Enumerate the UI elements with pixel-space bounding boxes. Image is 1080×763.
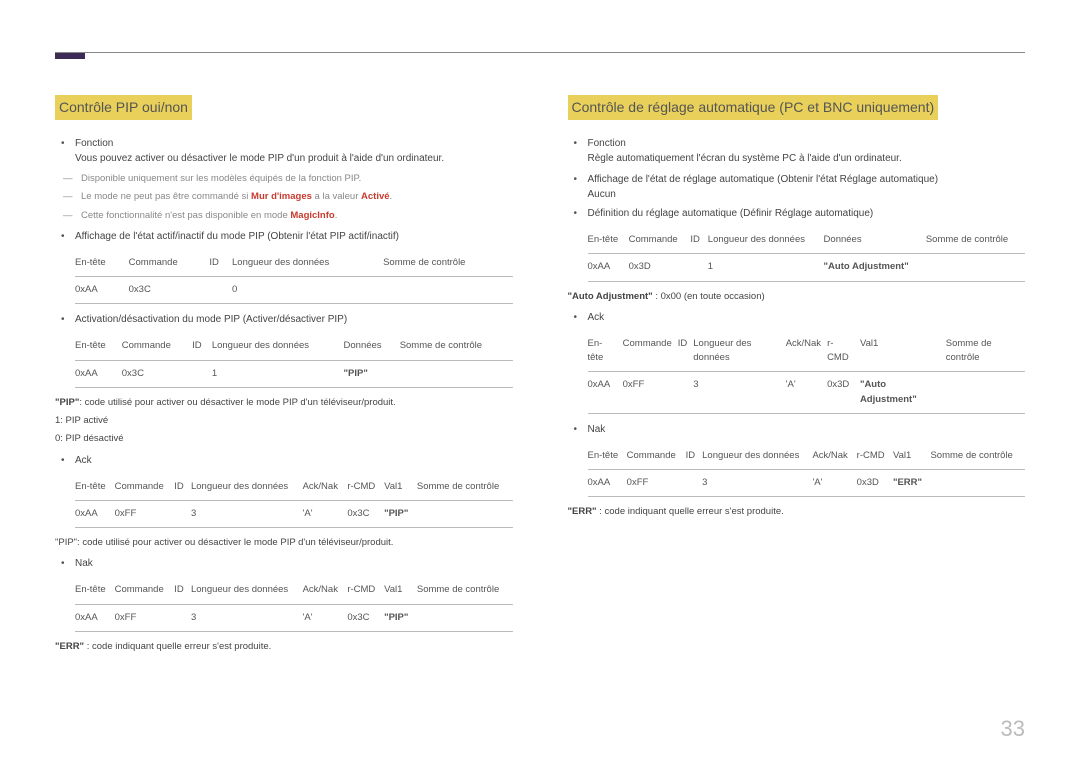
fonction-desc-r: Règle automatiquement l'écran du système…	[588, 153, 902, 164]
bullet-ack-r: Ack	[588, 310, 1026, 325]
header-marker	[55, 52, 85, 59]
page-number: 33	[1001, 712, 1025, 745]
section-title-pip: Contrôle PIP oui/non	[55, 95, 192, 120]
err-desc-right: "ERR" : code indiquant quelle erreur s'e…	[568, 505, 1026, 519]
pip-0: 0: PIP désactivé	[55, 432, 513, 446]
table-pip-set: En-tête Commande ID Longueur des données…	[75, 333, 513, 388]
bullet-affichage-pip: Affichage de l'état actif/inactif du mod…	[75, 229, 513, 244]
bullet-definition-auto: Définition du réglage automatique (Défin…	[588, 206, 1026, 221]
table-auto-set: En-tête Commande ID Longueur des données…	[588, 227, 1026, 282]
table-pip-get: En-tête Commande ID Longueur des données…	[75, 250, 513, 305]
page-content: Contrôle PIP oui/non Fonction Vous pouve…	[0, 0, 1080, 678]
table-auto-ack: En-tête Commande ID Longueur des données…	[588, 331, 1026, 414]
bullet-nak: Nak	[75, 556, 513, 571]
section-title-auto: Contrôle de réglage automatique (PC et B…	[568, 95, 939, 120]
pip-code-desc: "PIP": "PIP": code utilisé pour activer …	[55, 396, 513, 410]
fonction-label: Fonction	[75, 138, 113, 149]
header-rule	[55, 52, 1025, 53]
bullet-ack: Ack	[75, 453, 513, 468]
pip-code-desc2: "PIP": code utilisé pour activer ou désa…	[55, 536, 513, 550]
table-pip-ack: En-tête Commande ID Longueur des données…	[75, 474, 513, 529]
bullet-fonction-r: Fonction Règle automatiquement l'écran d…	[588, 136, 1026, 166]
right-column: Contrôle de réglage automatique (PC et B…	[568, 95, 1026, 658]
table-pip-nak: En-tête Commande ID Longueur des données…	[75, 577, 513, 632]
fonction-label-r: Fonction	[588, 138, 626, 149]
bullet-nak-r: Nak	[588, 422, 1026, 437]
table-auto-nak: En-tête Commande ID Longueur des données…	[588, 443, 1026, 498]
dash-note-1: Disponible uniquement sur les modèles éq…	[75, 172, 513, 186]
left-column: Contrôle PIP oui/non Fonction Vous pouve…	[55, 95, 513, 658]
dash-note-3: Cette fonctionnalité n'est pas disponibl…	[75, 209, 513, 223]
bullet-affichage-auto: Affichage de l'état de réglage automatiq…	[588, 172, 1026, 202]
auto-adj-desc: "Auto Adjustment" : 0x00 (en toute occas…	[568, 290, 1026, 304]
bullet-fonction: Fonction Vous pouvez activer ou désactiv…	[75, 136, 513, 166]
dash-note-2: Le mode ne peut pas être commandé si Mur…	[75, 190, 513, 204]
pip-1: 1: PIP activé	[55, 414, 513, 428]
err-desc-left: "ERR" : code indiquant quelle erreur s'e…	[55, 640, 513, 654]
fonction-desc: Vous pouvez activer ou désactiver le mod…	[75, 153, 444, 164]
bullet-activation-pip: Activation/désactivation du mode PIP (Ac…	[75, 312, 513, 327]
